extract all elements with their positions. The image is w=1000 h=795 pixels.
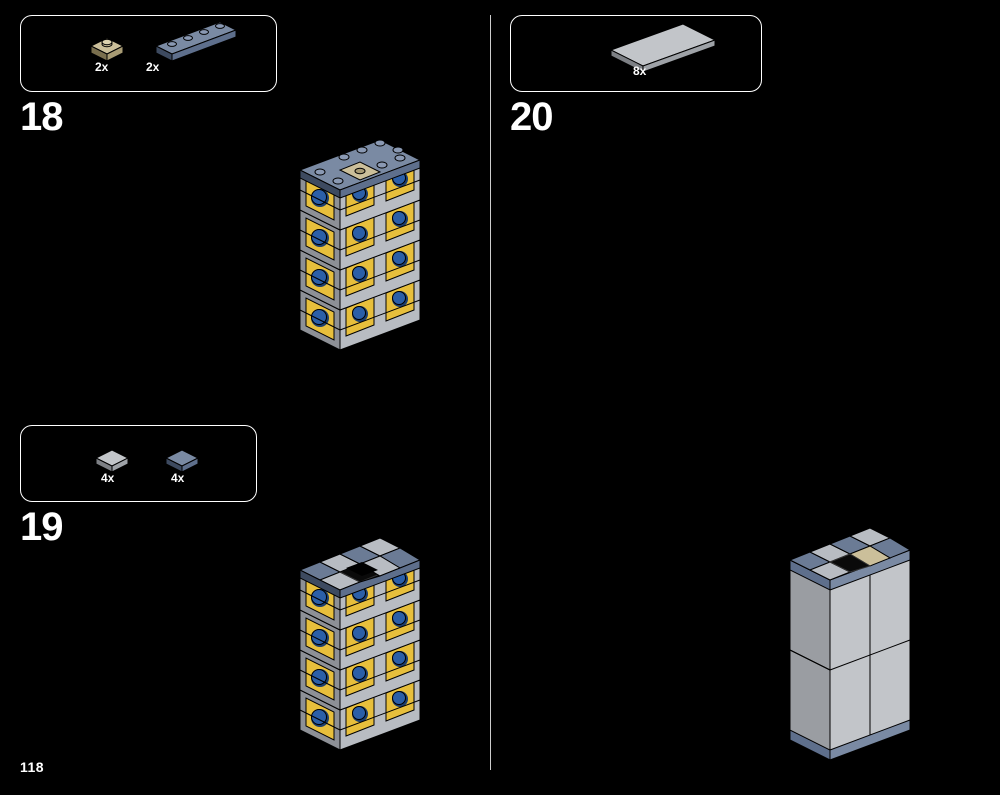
- parts-box-step-20: 8x: [510, 15, 762, 92]
- step-number-20: 20: [510, 95, 553, 140]
- step-number-18: 18: [20, 95, 63, 140]
- part-qty-label: 2x: [95, 60, 108, 74]
- page-number: 118: [20, 759, 44, 775]
- assembly-step-20: [770, 500, 970, 795]
- part-qty-label: 8x: [633, 64, 646, 78]
- part-qty-label: 4x: [101, 471, 114, 485]
- parts-box-step-18: 2x 2x: [20, 15, 277, 92]
- page-divider: [490, 15, 491, 770]
- parts-box-step-19: 4x 4x: [20, 425, 257, 502]
- assembly-step-18: [270, 100, 470, 385]
- part-qty-label: 2x: [146, 60, 159, 74]
- part-qty-label: 4x: [171, 471, 184, 485]
- assembly-step-19: [270, 510, 470, 795]
- step-number-19: 19: [20, 505, 63, 550]
